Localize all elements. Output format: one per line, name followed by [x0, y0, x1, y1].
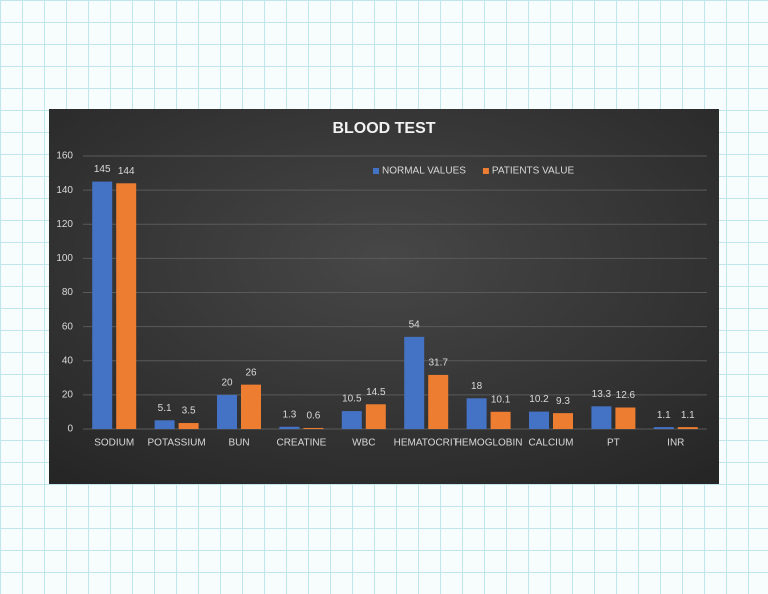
value-label: 26: [245, 367, 257, 378]
value-label: 13.3: [592, 389, 612, 400]
value-label: 14.5: [366, 387, 386, 398]
y-tick-label: 0: [67, 424, 73, 435]
y-tick-label: 160: [56, 151, 73, 162]
value-label: 1.1: [657, 410, 671, 421]
y-tick-label: 120: [56, 219, 73, 230]
bar: [428, 374, 449, 429]
x-tick-label: WBC: [352, 438, 375, 449]
legend-label: PATIENTS VALUE: [492, 166, 575, 177]
x-tick-label: SODIUM: [94, 438, 134, 449]
bar: [92, 181, 113, 429]
x-tick-label: PT: [607, 438, 620, 449]
bar: [178, 423, 199, 429]
bar: [466, 398, 487, 429]
bar: [553, 413, 573, 429]
x-tick-label: CALCIUM: [528, 438, 573, 449]
bar: [677, 427, 698, 429]
value-label: 9.3: [556, 396, 570, 407]
bar: [303, 427, 324, 429]
bar: [241, 384, 261, 429]
x-tick-label: HEMOGLOBIN: [455, 438, 523, 449]
bar: [490, 411, 511, 429]
value-label: 5.1: [158, 403, 172, 414]
legend-label: NORMAL VALUES: [382, 166, 466, 177]
value-label: 10.5: [342, 394, 362, 405]
bar: [653, 427, 674, 429]
x-tick-label: CREATINE: [276, 438, 326, 449]
bar: [154, 420, 175, 429]
legend-swatch: [482, 168, 489, 174]
bar: [279, 426, 300, 429]
bar: [365, 404, 386, 429]
bar: [591, 406, 612, 429]
y-tick-label: 80: [62, 287, 74, 298]
y-tick-label: 60: [62, 321, 74, 332]
x-tick-label: POTASSIUM: [148, 438, 206, 449]
value-label: 18: [471, 381, 483, 392]
bar: [404, 336, 425, 429]
bar: [615, 407, 636, 429]
legend-swatch: [373, 168, 379, 174]
y-tick-label: 100: [56, 253, 73, 264]
y-tick-label: 40: [62, 355, 74, 366]
value-label: 12.6: [616, 390, 636, 401]
chart: BLOOD TEST 0 20 40 60 80 100 120 140 160 SODIUM 14…: [49, 109, 719, 484]
bar: [116, 183, 137, 429]
y-tick-label: 20: [62, 390, 74, 401]
value-label: 10.1: [491, 394, 511, 405]
value-label: 145: [94, 164, 111, 175]
chart-title: BLOOD TEST: [332, 120, 435, 137]
value-label: 20: [221, 378, 233, 389]
x-tick-label: HEMATOCRIT: [394, 438, 459, 449]
value-label: 1.3: [282, 409, 296, 420]
x-tick-label: BUN: [228, 438, 249, 449]
y-tick-label: 140: [56, 185, 73, 196]
value-label: 3.5: [182, 406, 196, 417]
value-label: 144: [118, 166, 135, 177]
value-label: 10.2: [529, 394, 549, 405]
value-label: 54: [409, 320, 421, 331]
bar: [217, 394, 237, 429]
x-tick-label: INR: [667, 438, 684, 449]
bar: [341, 411, 362, 429]
value-label: 0.6: [306, 411, 320, 422]
value-label: 31.7: [428, 358, 448, 369]
bar: [529, 411, 549, 429]
value-label: 1.1: [681, 410, 695, 421]
